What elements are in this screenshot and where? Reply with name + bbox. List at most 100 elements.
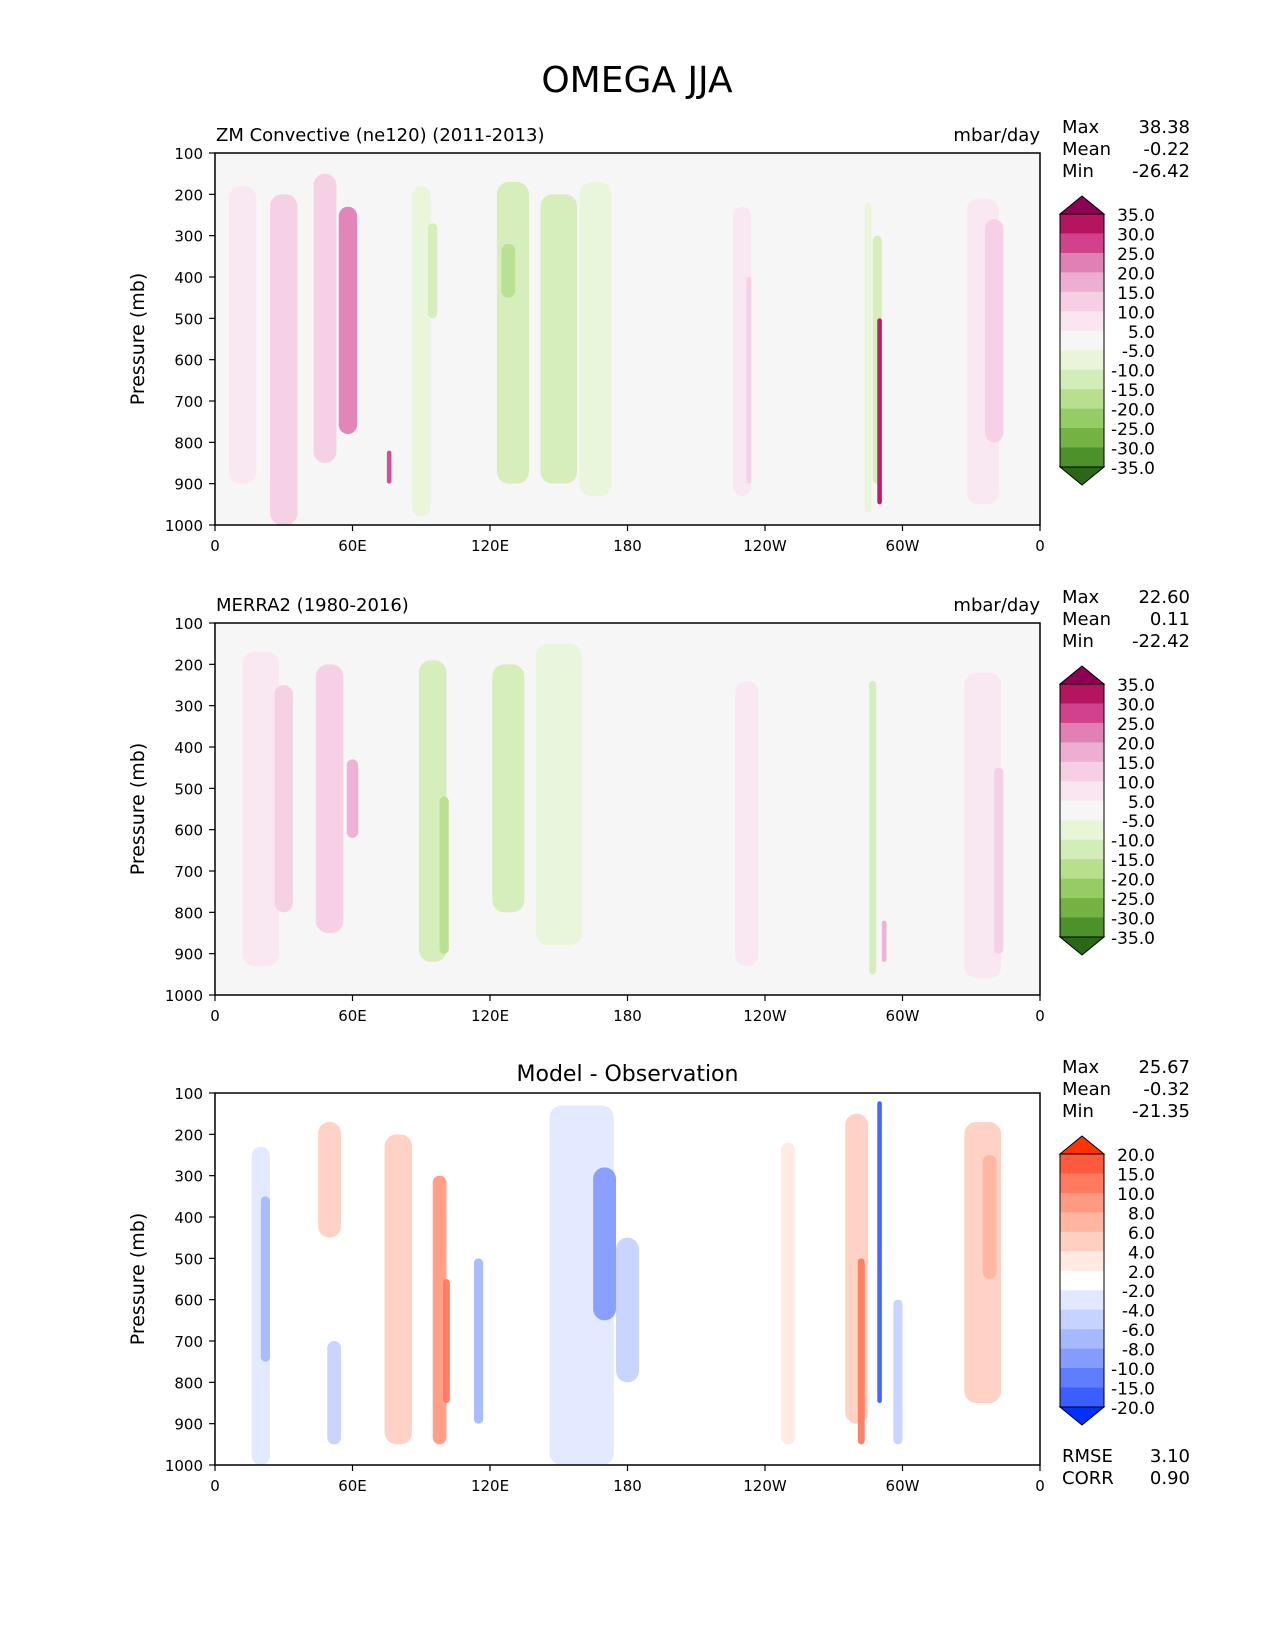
colorbar-tick-label: 25.0 — [1117, 245, 1155, 265]
y-tick-label: 900 — [174, 946, 203, 964]
extra-stat-label: CORR — [1062, 1468, 1114, 1489]
figure-title: OMEGA JJA — [541, 60, 733, 101]
stat-label: Min — [1062, 631, 1094, 652]
y-tick-label: 100 — [174, 145, 203, 163]
stat-label: Min — [1062, 161, 1094, 182]
field-layer — [242, 643, 1004, 979]
field-contour — [746, 277, 752, 484]
colorbar-tick-label: 30.0 — [1117, 225, 1155, 245]
field-contour — [270, 194, 298, 525]
colorbar-tick-label: -30.0 — [1111, 440, 1155, 460]
y-axis-label: Pressure (mb) — [127, 743, 149, 876]
colorbar-bin — [1060, 369, 1104, 390]
field-contour — [386, 450, 392, 484]
stat-value: -22.42 — [1132, 631, 1190, 652]
field-contour — [496, 181, 529, 484]
colorbar-bin — [1060, 311, 1104, 332]
colorbar-bin — [1060, 1309, 1104, 1330]
y-tick-label: 200 — [174, 186, 203, 204]
field-contour — [964, 672, 1002, 979]
colorbar-extend-min — [1058, 1406, 1106, 1426]
field-contour — [535, 643, 582, 946]
y-tick-label: 400 — [174, 269, 203, 287]
field-contour — [428, 223, 438, 319]
colorbar-bin — [1060, 272, 1104, 293]
colorbar-bin — [1060, 389, 1104, 410]
colorbar-bin — [1060, 1387, 1104, 1408]
field-contour — [877, 1101, 882, 1403]
colorbar-tick-label: 5.0 — [1128, 793, 1155, 813]
colorbar-tick-label: 35.0 — [1117, 206, 1155, 226]
panels: ZM Convective (ne120) (2011-2013) mbar/da… — [127, 117, 1190, 1495]
colorbar-bin — [1060, 1290, 1104, 1311]
field-contour — [274, 685, 293, 913]
colorbar-tick-label: -35.0 — [1111, 459, 1155, 479]
stat-label: Mean — [1062, 609, 1111, 630]
panel-title: Model - Observation — [517, 1062, 739, 1087]
extra-stat-value: 3.10 — [1150, 1446, 1190, 1467]
colorbar-bin — [1060, 898, 1104, 919]
colorbar-bin — [1060, 1212, 1104, 1233]
field-contour — [877, 318, 882, 505]
colorbar-bin — [1060, 214, 1104, 234]
colorbar-tick-label: 8.0 — [1128, 1204, 1155, 1224]
field-contour — [338, 206, 358, 435]
x-tick-label: 60E — [338, 537, 367, 555]
field-contour — [346, 759, 359, 838]
colorbar-tick-label: 20.0 — [1117, 734, 1155, 754]
colorbar-bin — [1060, 1192, 1104, 1213]
x-tick-label: 0 — [210, 1477, 220, 1495]
colorbar-bin — [1060, 1251, 1104, 1272]
field-layer — [228, 173, 1004, 525]
field-contour — [579, 181, 612, 497]
x-tick-label: 180 — [613, 537, 642, 555]
y-tick-label: 1000 — [165, 987, 203, 1005]
colorbar-tick-label: 5.0 — [1128, 323, 1155, 343]
colorbar-tick-label: -25.0 — [1111, 420, 1155, 440]
colorbar-bin — [1060, 428, 1104, 449]
field-contour — [893, 1299, 903, 1445]
colorbar: 20.015.010.08.06.04.02.0-2.0-4.0-6.0-8.0… — [1058, 1135, 1155, 1426]
x-tick-label: 0 — [1035, 1007, 1045, 1025]
field-contour — [994, 767, 1004, 954]
units-label: mbar/day — [953, 595, 1040, 616]
colorbar-frame — [1059, 1153, 1105, 1408]
field-contour — [313, 173, 337, 463]
y-tick-label: 800 — [174, 1374, 203, 1392]
colorbar-tick-label: -15.0 — [1111, 1380, 1155, 1400]
colorbar-tick-label: 30.0 — [1117, 695, 1155, 715]
colorbar-tick-label: -5.0 — [1122, 342, 1155, 362]
stat-value: -0.22 — [1143, 139, 1190, 160]
colorbar-bin — [1060, 742, 1104, 763]
stat-label: Max — [1062, 1057, 1100, 1078]
y-tick-label: 1000 — [165, 1457, 203, 1475]
colorbar-tick-label: -30.0 — [1111, 910, 1155, 930]
y-tick-label: 700 — [174, 393, 203, 411]
y-axis-label: Pressure (mb) — [127, 1213, 149, 1346]
colorbar-tick-label: -10.0 — [1111, 832, 1155, 852]
y-tick-label: 200 — [174, 656, 203, 674]
colorbar-tick-label: 10.0 — [1117, 1185, 1155, 1205]
colorbar-bin — [1060, 1231, 1104, 1252]
field-contour — [443, 1279, 450, 1403]
colorbar-bin — [1060, 447, 1104, 468]
y-tick-label: 900 — [174, 476, 203, 494]
colorbar-bin — [1060, 1348, 1104, 1369]
y-tick-label: 600 — [174, 822, 203, 840]
y-tick-label: 700 — [174, 863, 203, 881]
colorbar-tick-label: -20.0 — [1111, 401, 1155, 421]
y-tick-label: 300 — [174, 1168, 203, 1186]
colorbar-tick-label: 20.0 — [1117, 1146, 1155, 1166]
x-tick-label: 120E — [471, 537, 509, 555]
y-tick-label: 900 — [174, 1416, 203, 1434]
colorbar-bin — [1060, 684, 1104, 704]
y-tick-label: 500 — [174, 1250, 203, 1268]
field-contour — [242, 651, 280, 967]
stat-label: Max — [1062, 587, 1100, 608]
colorbar-bin — [1060, 781, 1104, 802]
colorbar-tick-label: -25.0 — [1111, 890, 1155, 910]
panel-title: MERRA2 (1980-2016) — [216, 595, 409, 616]
y-tick-label: 500 — [174, 780, 203, 798]
panel-title: ZM Convective (ne120) (2011-2013) — [216, 125, 544, 146]
colorbar-bin — [1060, 233, 1104, 254]
